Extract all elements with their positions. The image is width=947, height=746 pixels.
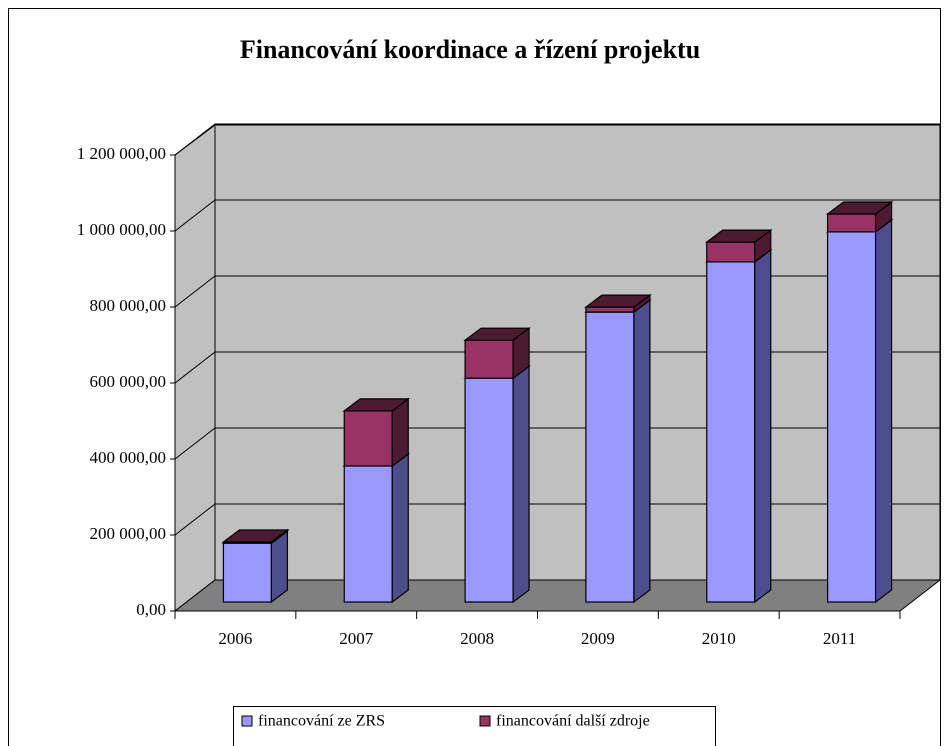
x-tick-label: 2011	[823, 629, 856, 648]
y-tick-label: 1 200 000,00	[77, 144, 166, 163]
legend-swatch	[479, 715, 491, 727]
y-tick-label: 400 000,00	[90, 448, 167, 467]
bar-segment	[343, 410, 393, 467]
grid-line	[174, 275, 940, 308]
y-tick-label: 0,00	[136, 600, 166, 619]
bar-segment	[706, 241, 756, 263]
bar-top	[463, 327, 531, 341]
x-tick-label: 2007	[339, 629, 374, 648]
bar-side	[391, 452, 409, 604]
bar-top	[221, 529, 290, 543]
legend	[233, 706, 716, 746]
grid-line	[174, 427, 940, 460]
bar-segment	[826, 213, 877, 233]
grid-line	[174, 123, 940, 156]
bar-segment	[585, 306, 635, 313]
bar-top	[342, 398, 411, 412]
grid-line	[174, 351, 940, 384]
bar-segment	[464, 339, 514, 379]
y-tick-label: 200 000,00	[90, 524, 167, 543]
y-tick-label: 1 000 000,00	[77, 220, 166, 239]
x-tick-label: 2010	[702, 629, 736, 648]
legend-swatch	[241, 715, 253, 727]
bar-segment	[585, 311, 635, 603]
bar-top	[704, 229, 773, 243]
bar-segment	[222, 542, 273, 603]
grid	[174, 123, 940, 536]
grid-line	[174, 503, 940, 536]
bar-segment	[826, 231, 877, 603]
x-tick-label: 2009	[581, 629, 615, 648]
x-tick-label: 2008	[460, 629, 494, 648]
bar-top	[825, 201, 894, 215]
grid-line	[174, 199, 940, 232]
bars	[221, 200, 894, 604]
y-tick-label: 800 000,00	[90, 296, 167, 315]
bar-side	[874, 218, 893, 604]
bar-segment	[706, 261, 756, 603]
chart-title: Financování koordinace a řízení projektu	[240, 35, 700, 64]
bar-side	[754, 248, 772, 604]
x-tick-label: 2006	[218, 629, 252, 648]
bar-segment	[343, 465, 393, 603]
bar-side	[512, 364, 530, 604]
y-tick-label: 600 000,00	[90, 372, 167, 391]
legend-label: financování ze ZRS	[258, 713, 385, 730]
bar-side	[633, 298, 651, 604]
floor	[173, 579, 942, 612]
legend-label: financování další zdroje	[496, 713, 650, 730]
bar-top	[584, 294, 652, 308]
bar-segment	[464, 377, 514, 603]
